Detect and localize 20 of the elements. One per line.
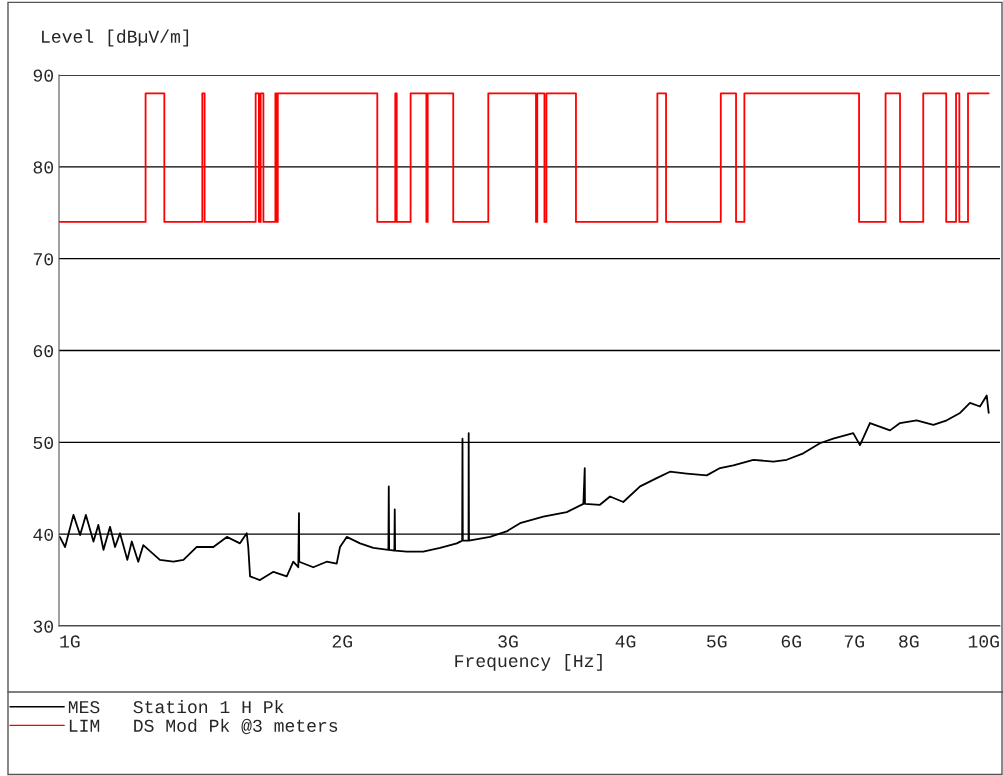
y-tick-label: 40 <box>33 528 54 541</box>
x-tick-label: 6G <box>781 635 801 648</box>
x-tick-label: 10G <box>968 635 999 648</box>
x-tick-label: 8G <box>899 635 919 648</box>
x-tick-label: 1G <box>60 635 80 648</box>
y-tick-label: 30 <box>33 620 54 633</box>
y-tick-label: 50 <box>33 436 54 450</box>
legend-label: MES Station 1 H Pk <box>68 700 284 714</box>
x-tick-label: 7G <box>844 635 864 648</box>
x-tick-label: 5G <box>707 635 727 648</box>
x-tick-label: 3G <box>498 635 518 648</box>
y-tick-label: 90 <box>33 69 54 82</box>
y-tick-label: 70 <box>33 253 54 266</box>
y-tick-label: 60 <box>33 344 54 358</box>
x-axis-title: Frequency [Hz] <box>455 653 602 671</box>
y-axis-title: Level [dBµV/m] <box>42 29 189 47</box>
legend-label: LIM DS Mod Pk @3 meters <box>69 718 338 735</box>
x-tick-label: 4G <box>615 635 636 648</box>
y-tick-label: 80 <box>33 161 54 174</box>
x-tick-label: 2G <box>332 635 352 648</box>
